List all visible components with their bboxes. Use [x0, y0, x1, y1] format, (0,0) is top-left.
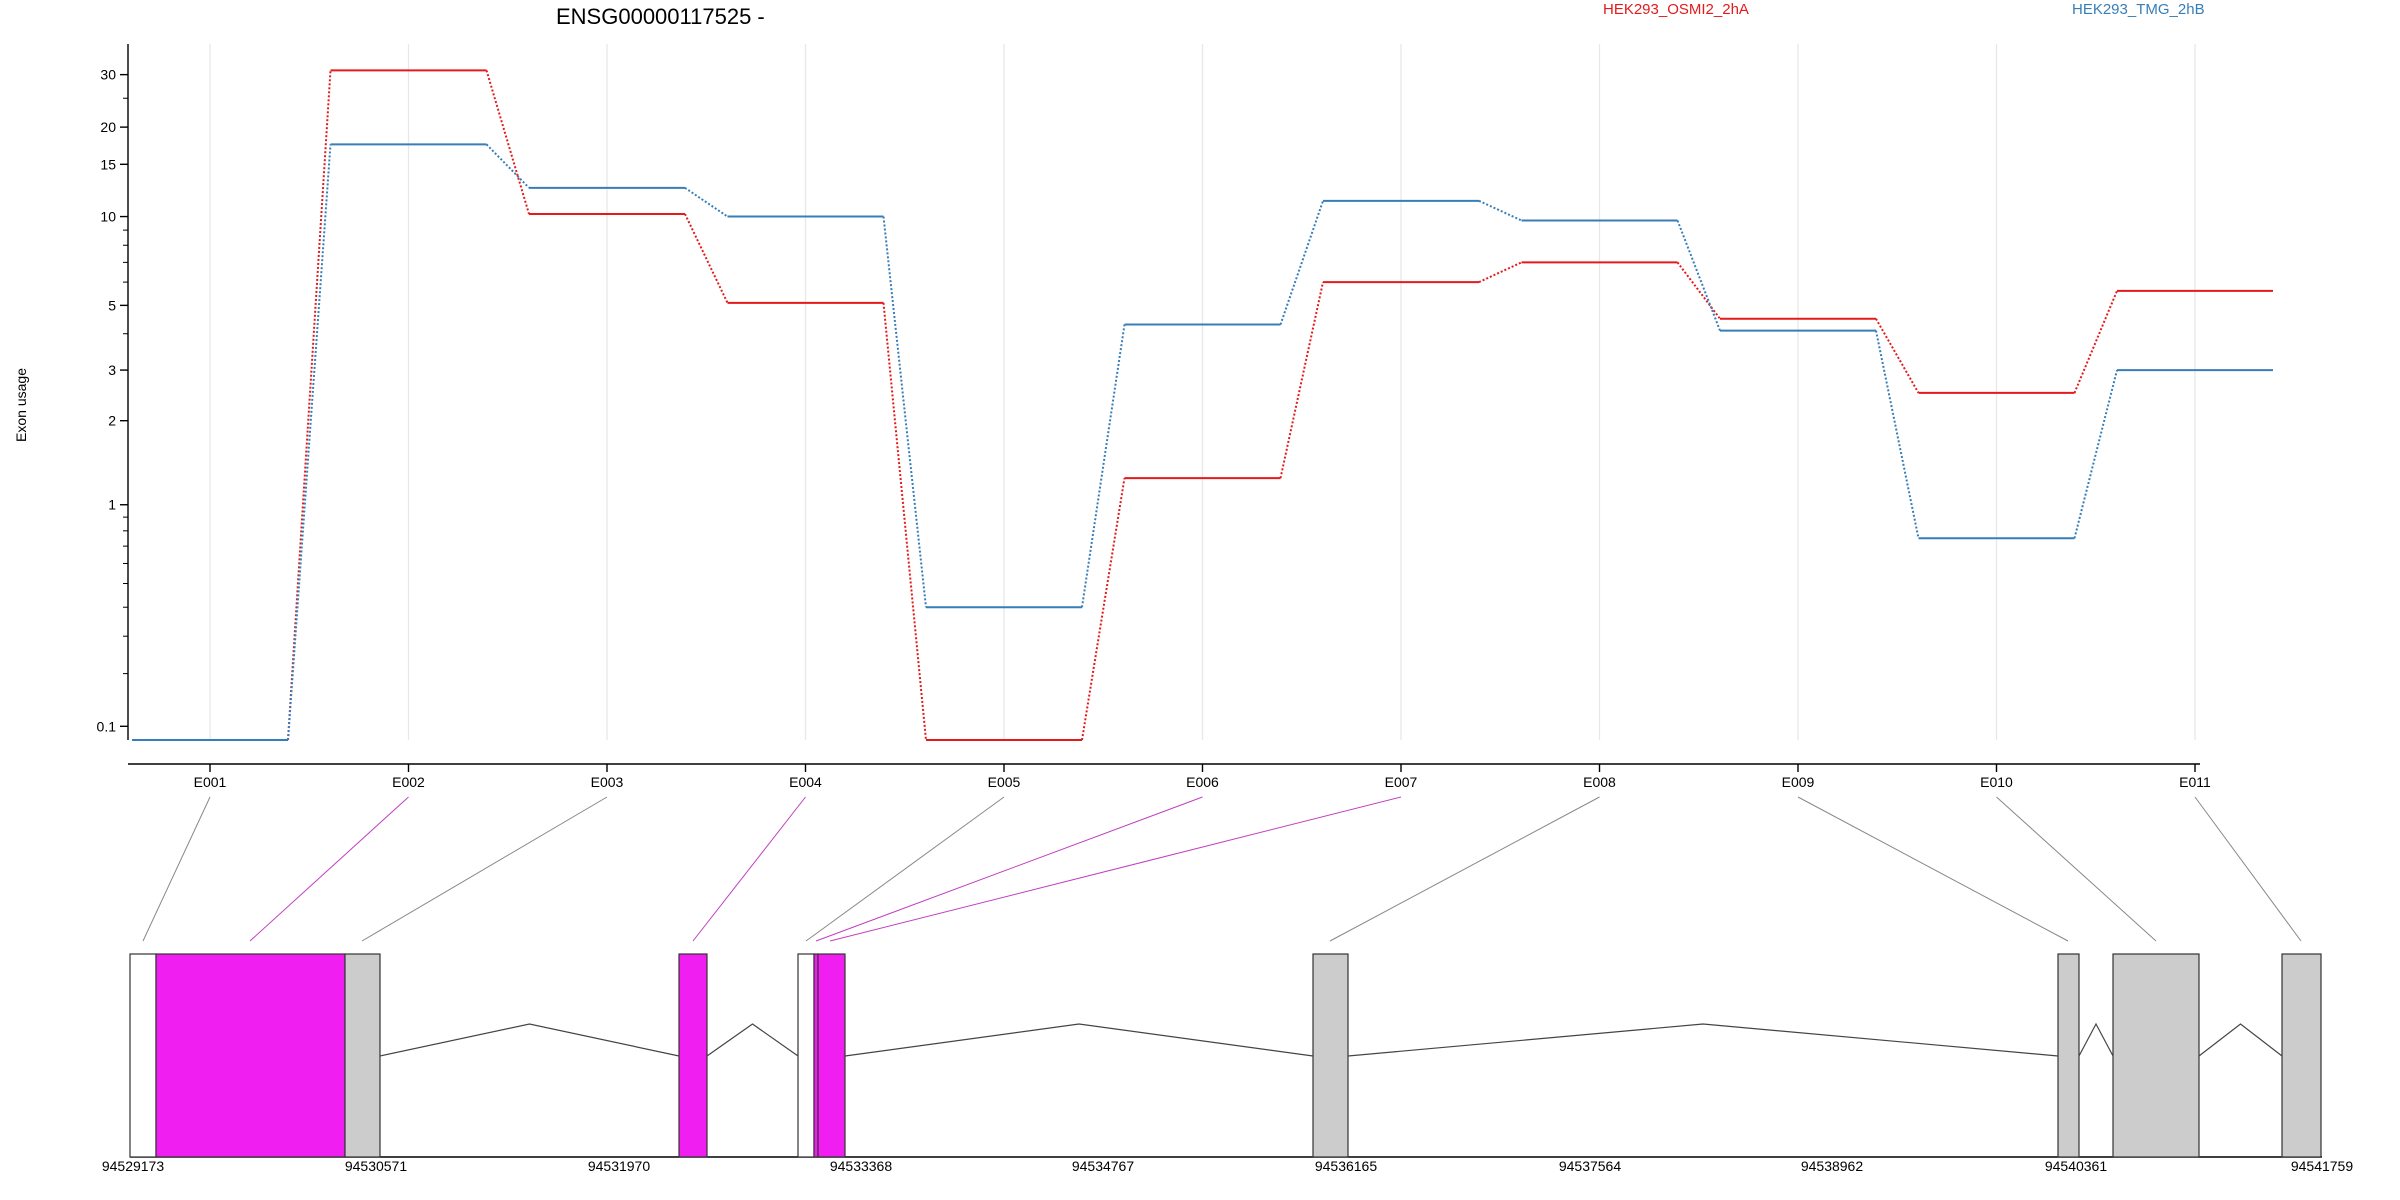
- series-2-transition: [882, 216, 927, 608]
- y-tick-label: 30: [100, 67, 116, 83]
- series-1-transition: [1478, 261, 1522, 284]
- connector-e003: [361, 796, 608, 942]
- genomic-coordinate-label: 94531970: [588, 1158, 651, 1174]
- connector-e005: [805, 796, 1005, 942]
- series-2-transition: [485, 143, 530, 189]
- y-tick-label: 20: [100, 119, 116, 135]
- series-1-transition: [485, 70, 530, 215]
- exon-box-e002: [155, 953, 346, 1158]
- series-1-transition: [684, 213, 729, 304]
- exon-box-e010: [2112, 953, 2200, 1158]
- x-tick-label-e005: E005: [988, 774, 1021, 790]
- y-tick-label: 0.1: [97, 718, 117, 734]
- exon-box-e007: [817, 953, 846, 1158]
- genomic-coordinate-labels: 94529173 94530571 94531970 94533368 94534767…: [102, 1158, 2354, 1174]
- intron-line: [706, 1023, 799, 1057]
- gridlines: [209, 44, 2196, 740]
- exon-box-e011: [2281, 953, 2322, 1158]
- exon-box-e009: [2057, 953, 2080, 1158]
- series-1-transition: [1279, 281, 1324, 479]
- series-2-transition: [1081, 324, 1126, 608]
- connector-e009: [1797, 796, 2069, 942]
- series-2-transition: [1478, 199, 1522, 222]
- intron-line: [379, 1023, 680, 1057]
- exon-box-e008: [1312, 953, 1349, 1158]
- genomic-coordinate-label: 94536165: [1315, 1158, 1378, 1174]
- x-tick-label-e009: E009: [1782, 774, 1815, 790]
- y-tick-label: 15: [100, 156, 116, 172]
- gene-model: [129, 953, 2322, 1158]
- legend-entry-tmg: HEK293_TMG_2hB: [2072, 1, 2205, 18]
- legend-entry-osmi2: HEK293_OSMI2_2hA: [1603, 1, 1749, 18]
- x-tick-label-e011: E011: [2179, 774, 2211, 790]
- genomic-coordinate-label: 94541759: [2291, 1158, 2354, 1174]
- connector-e007: [829, 796, 1402, 942]
- y-tick-label: 1: [108, 497, 116, 513]
- genomic-coordinate-label: 94538962: [1801, 1158, 1864, 1174]
- series-1-transition: [1875, 318, 1920, 394]
- exon-connectors: [142, 796, 2302, 942]
- series-lines: [132, 69, 2273, 741]
- x-tick-label-e002: E002: [392, 774, 425, 790]
- genomic-coordinate-label: 94540361: [2045, 1158, 2108, 1174]
- y-tick-label: 5: [108, 297, 116, 313]
- series-1-transition: [2073, 290, 2118, 394]
- x-tick-label-e007: E007: [1385, 774, 1418, 790]
- genomic-coordinate-label: 94530571: [345, 1158, 408, 1174]
- intron-line: [844, 1023, 1314, 1057]
- chart-title: ENSG00000117525 -: [556, 4, 765, 29]
- series-2-transition: [684, 186, 729, 218]
- exon-box-e004: [678, 953, 708, 1158]
- series-2-transition: [1279, 200, 1324, 325]
- x-tick-label-e008: E008: [1583, 774, 1616, 790]
- x-tick-label-e001: E001: [194, 774, 227, 790]
- series-2-transition: [2073, 369, 2118, 539]
- exon-box-e003: [344, 953, 381, 1158]
- genomic-coordinate-label: 94533368: [830, 1158, 893, 1174]
- y-tick-label: 10: [100, 209, 116, 225]
- exon-box-e005: [797, 953, 815, 1158]
- intron-line: [1347, 1023, 2059, 1057]
- series-2-transition: [1875, 330, 1920, 539]
- intron-line: [2198, 1023, 2283, 1057]
- tick-labels: 0.1 1 2 3 5 10 15 20 30 E001 E002 E003 E004 E005 E006 E…: [97, 67, 2212, 790]
- series-2-transition: [1676, 220, 1721, 331]
- genomic-coordinate-label: 94534767: [1072, 1158, 1135, 1174]
- axes: [127, 44, 2200, 765]
- genomic-coordinate-label: 94529173: [102, 1158, 165, 1174]
- series-2-transition: [287, 144, 332, 741]
- x-tick-label-e010: E010: [1980, 774, 2013, 790]
- connector-e006: [815, 796, 1203, 942]
- y-tick-label: 2: [108, 413, 116, 429]
- connector-e010: [1996, 796, 2157, 942]
- x-tick-label-e004: E004: [789, 774, 822, 790]
- y-axis-label: Exon usage: [13, 368, 29, 442]
- genomic-coordinate-label: 94537564: [1559, 1158, 1622, 1174]
- series-1-transition: [882, 302, 927, 741]
- x-tick-label-e003: E003: [591, 774, 624, 790]
- series-1-transition: [1676, 261, 1721, 320]
- connector-e011: [2194, 796, 2302, 942]
- series-1-transition: [1081, 477, 1126, 741]
- x-tick-label-e006: E006: [1186, 774, 1219, 790]
- connector-e004: [692, 796, 806, 942]
- connector-e002: [249, 796, 409, 942]
- connector-e008: [1329, 796, 1600, 942]
- exon-box-e001: [129, 953, 157, 1158]
- y-tick-label: 3: [108, 362, 116, 378]
- intron-line: [2078, 1022, 2114, 1057]
- connector-e001: [142, 796, 211, 942]
